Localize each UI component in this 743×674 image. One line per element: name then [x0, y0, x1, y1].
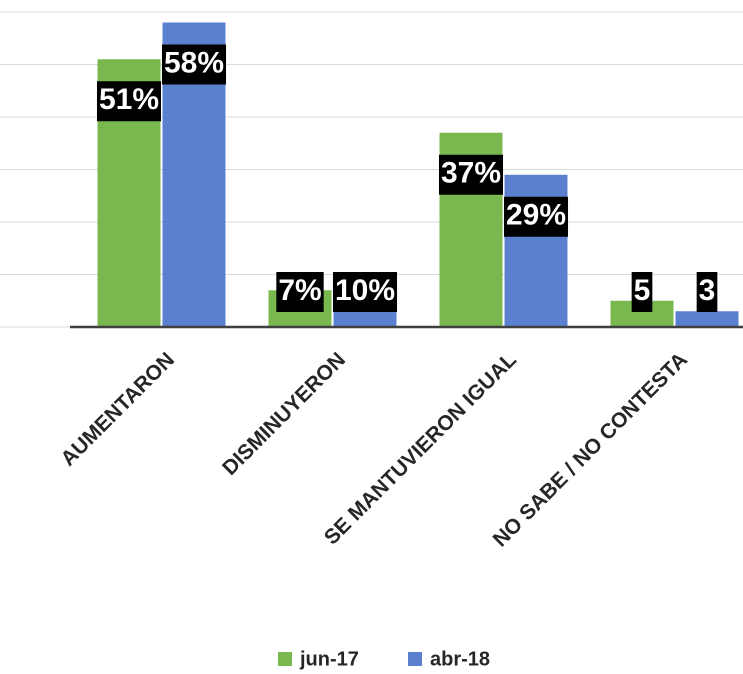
value-label-bg [631, 272, 653, 312]
value-label: 10% [332, 272, 398, 312]
value-label: 7% [276, 272, 324, 312]
x-tick-label: SE MANTUVIERON IGUAL [320, 348, 521, 549]
value-label: 5 [631, 272, 653, 312]
value-label-bg [332, 272, 398, 312]
value-label-bg [696, 272, 718, 312]
value-label-bg [96, 81, 162, 122]
value-label-text: 58% [164, 46, 224, 79]
legend-swatch [408, 652, 422, 666]
legend-swatch [278, 652, 292, 666]
value-label-text: 5 [634, 274, 651, 307]
legend-label: jun-17 [299, 648, 359, 670]
value-label-bg [161, 44, 227, 85]
value-label-bg [503, 196, 569, 237]
value-label: 29% [503, 196, 569, 237]
bar [675, 311, 739, 327]
value-label: 58% [161, 44, 227, 85]
value-label: 37% [438, 154, 504, 195]
value-label-text: 37% [441, 157, 501, 190]
value-label: 51% [96, 81, 162, 122]
value-label-bg [438, 154, 504, 195]
x-tick-label: DISMINUYERON [218, 348, 350, 480]
value-label: 3 [696, 272, 718, 312]
x-tick-label: NO SABE / NO CONTESTA [489, 348, 692, 551]
value-label-bg [276, 272, 324, 312]
legend-label: abr-18 [430, 648, 490, 670]
x-tick-label: AUMENTARON [57, 348, 179, 470]
value-label-text: 51% [99, 83, 159, 116]
value-label-text: 7% [278, 274, 321, 307]
value-label-text: 10% [335, 274, 395, 307]
value-label-text: 29% [506, 199, 566, 232]
value-label-text: 3 [699, 274, 716, 307]
